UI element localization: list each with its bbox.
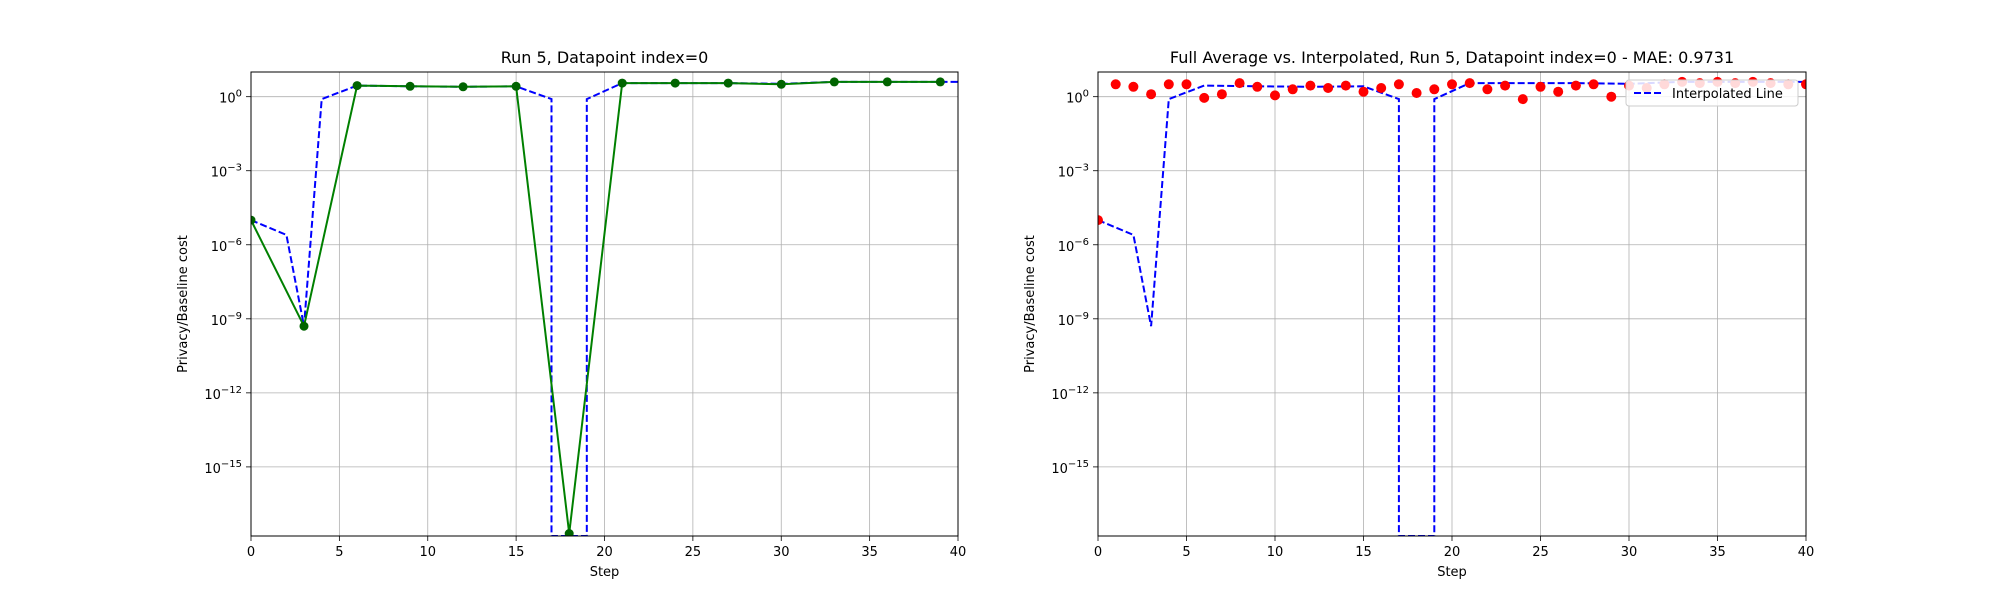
data-point (1323, 83, 1334, 93)
data-point (1358, 86, 1369, 97)
data-point (1393, 79, 1404, 90)
data-point (1570, 80, 1581, 91)
axes-frame (250, 71, 959, 537)
data-point (617, 78, 627, 88)
data-point (1128, 81, 1139, 92)
data-point (1464, 78, 1475, 89)
x-tick-label: 40 (1798, 545, 1815, 560)
y-tick-label: 10−9 (1058, 311, 1089, 329)
data-point (1181, 79, 1192, 90)
data-point (1270, 90, 1280, 101)
data-point (1287, 84, 1298, 95)
data-point (458, 82, 468, 92)
data-point (405, 81, 415, 91)
data-point (935, 77, 945, 87)
data-point (1146, 89, 1157, 100)
data-point (1482, 84, 1493, 95)
data-point (1199, 92, 1210, 103)
y-tick-label: 10−3 (211, 163, 242, 181)
data-point (882, 77, 892, 87)
y-tick-label: 100 (219, 89, 242, 107)
data-point (1447, 79, 1457, 90)
x-tick-label: 20 (596, 545, 613, 560)
data-point (299, 321, 309, 331)
y-tick-label: 100 (1066, 89, 1089, 107)
data-point (670, 78, 680, 88)
y-tick-label: 10−15 (1051, 459, 1089, 477)
data-point (1588, 79, 1599, 90)
x-tick-label: 35 (1709, 545, 1726, 560)
y-tick-label: 10−12 (1051, 385, 1089, 403)
x-axis-label: Step (1437, 565, 1467, 580)
data-point (1216, 89, 1227, 100)
data-point (1110, 79, 1121, 90)
x-tick-label: 30 (1621, 545, 1638, 560)
data-point (1429, 84, 1440, 95)
x-tick-label: 5 (335, 545, 343, 560)
right-chart: 0 5 10 15 20 25 30 35 40 100 10−3 10−6 10−9 10−12 10−1… (1023, 48, 1814, 580)
x-tick-label: 40 (950, 545, 967, 560)
data-point (1553, 86, 1564, 97)
data-point (723, 78, 733, 88)
data-point (1535, 81, 1546, 92)
chart-title: Run 5, Datapoint index=0 (501, 48, 709, 67)
x-tick-label: 5 (1182, 545, 1190, 560)
data-point (511, 81, 521, 91)
data-point (829, 77, 839, 87)
legend-label: Interpolated Line (1672, 87, 1783, 102)
data-point (1411, 88, 1422, 98)
x-axis-label: Step (590, 565, 620, 580)
x-tick-label: 35 (861, 545, 878, 560)
data-point (776, 79, 786, 89)
y-tick-label: 10−6 (211, 237, 242, 255)
x-tick-label: 0 (1094, 545, 1102, 560)
y-tick-label: 10−15 (204, 459, 242, 477)
left-chart: 0 5 10 15 20 25 30 35 40 100 10−3 10−6 10−9 10−12 10−1… (176, 48, 966, 580)
axes-frame (1097, 71, 1807, 537)
y-tick-label: 10−9 (211, 311, 242, 329)
x-tick-label: 10 (419, 545, 436, 560)
legend-box (1625, 79, 1799, 107)
data-point (1606, 91, 1617, 102)
data-point (251, 215, 256, 225)
legend: Interpolated Line (1625, 79, 1799, 107)
x-tick-label: 25 (685, 545, 702, 560)
x-tick-label: 10 (1267, 545, 1284, 560)
data-point (1098, 215, 1103, 226)
data-point (352, 81, 362, 91)
x-tick-label: 15 (508, 545, 525, 560)
x-tick-label: 20 (1444, 545, 1461, 560)
x-tick-label: 15 (1355, 545, 1372, 560)
data-point (1517, 94, 1528, 105)
data-point (1163, 79, 1174, 90)
series-line-1 (251, 80, 941, 534)
y-tick-label: 10−6 (1058, 237, 1089, 255)
data-point (1500, 80, 1511, 91)
y-tick-label: 10−12 (204, 385, 242, 403)
x-tick-label: 30 (773, 545, 790, 560)
data-point (564, 529, 574, 536)
x-tick-label: 25 (1532, 545, 1549, 560)
data-point (1340, 80, 1351, 91)
x-tick-label: 0 (247, 545, 255, 560)
y-tick-label: 10−3 (1058, 163, 1089, 181)
y-axis-label: Privacy/Baseline cost (176, 235, 191, 373)
chart-title: Full Average vs. Interpolated, Run 5, Da… (1170, 48, 1734, 67)
data-point (1376, 83, 1387, 93)
data-point (1801, 79, 1806, 90)
data-point (1305, 80, 1316, 91)
data-point (1252, 81, 1263, 92)
y-axis-label: Privacy/Baseline cost (1023, 235, 1038, 373)
data-point (1234, 78, 1245, 89)
